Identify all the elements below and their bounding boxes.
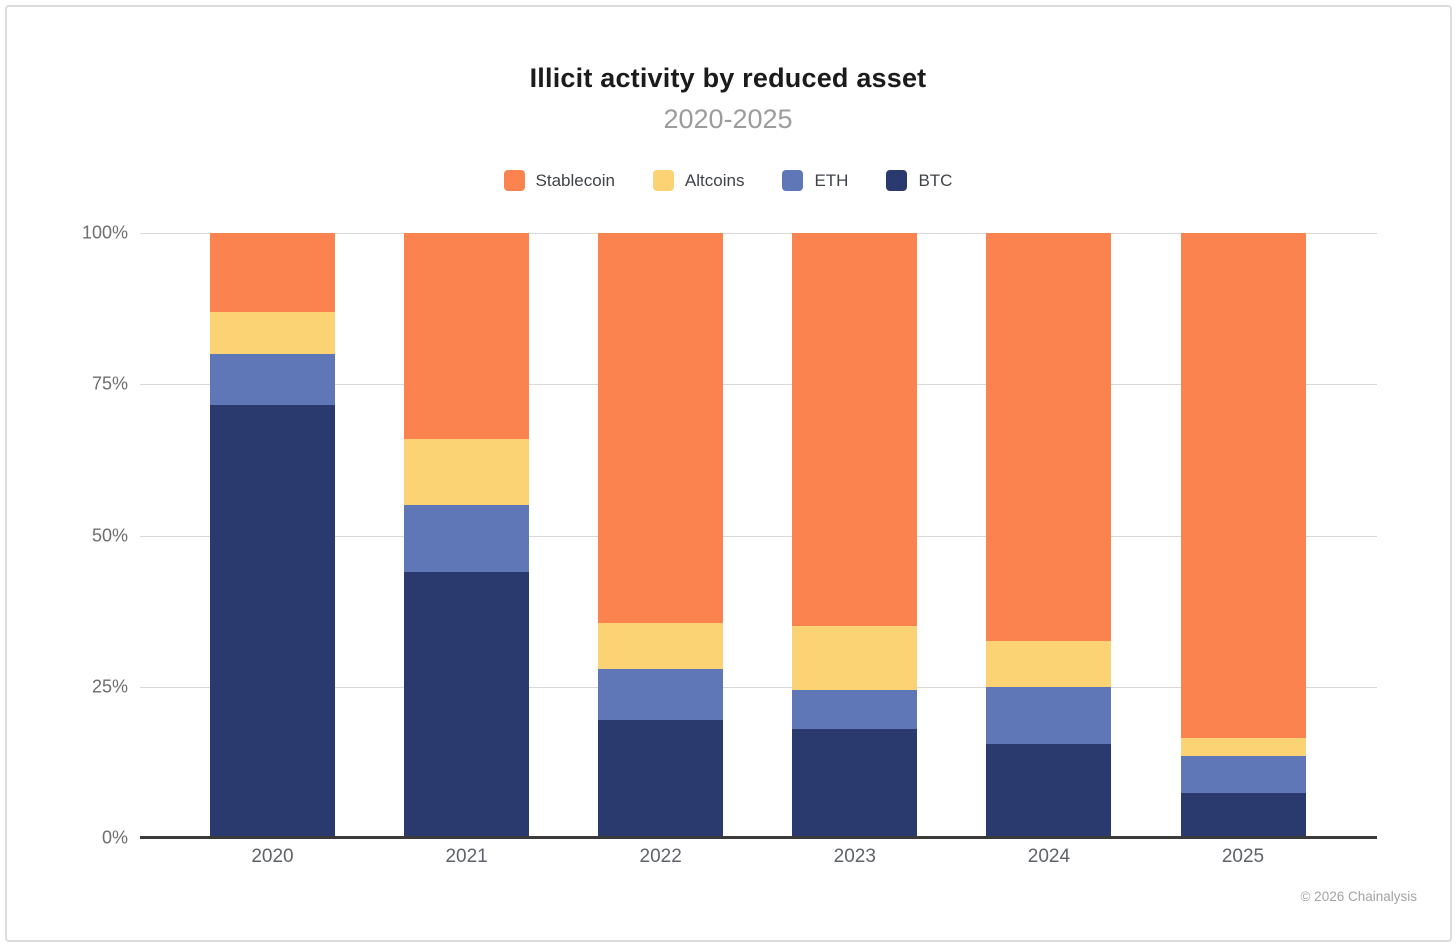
y-tick-75%: 75%	[91, 373, 128, 394]
segment-eth-2022[interactable]	[598, 668, 724, 721]
segment-stablecoin-2022[interactable]	[598, 233, 724, 624]
segment-btc-2024[interactable]	[986, 744, 1112, 838]
x-axis-line	[140, 836, 1377, 839]
plot-area: 0% 25% 50% 75% 100% 2020 2021 2022 2023 2024 2025	[82, 223, 1377, 867]
legend-label: Altcoins	[684, 170, 745, 190]
segment-altcoins-2022[interactable]	[598, 623, 724, 669]
segment-stablecoin-2020[interactable]	[210, 233, 335, 312]
legend-item-stablecoin[interactable]: Stablecoin	[503, 170, 615, 191]
chart-title: Illicit activity by reduced asset	[529, 63, 927, 93]
y-tick-0%: 0%	[101, 827, 128, 848]
legend-item-btc[interactable]: BTC	[886, 170, 952, 191]
segment-stablecoin-2024[interactable]	[986, 233, 1112, 642]
legend: Stablecoin Altcoins ETH BTC	[0, 170, 1456, 191]
segment-altcoins-2020[interactable]	[210, 311, 335, 355]
bar-2024[interactable]	[986, 233, 1112, 838]
y-tick-50%: 50%	[91, 525, 128, 545]
segment-stablecoin-2025[interactable]	[1180, 233, 1306, 739]
segment-eth-2021[interactable]	[404, 505, 530, 572]
segment-btc-2025[interactable]	[1180, 792, 1306, 838]
segment-altcoins-2023[interactable]	[792, 626, 918, 690]
legend-label: BTC	[918, 170, 953, 190]
segment-eth-2020[interactable]	[210, 354, 335, 406]
gridline-75	[140, 384, 1377, 386]
gridline-100	[140, 233, 1377, 234]
legend-label: Stablecoin	[535, 170, 615, 190]
segment-btc-2022[interactable]	[598, 720, 724, 838]
x-tick-2025: 2025	[1221, 846, 1265, 867]
btc-swatch-icon	[886, 170, 908, 191]
bar-2021[interactable]	[404, 233, 530, 838]
bar-2025[interactable]	[1180, 233, 1306, 838]
legend-item-eth[interactable]: ETH	[782, 170, 848, 191]
chart-subtitle: 2020-2025	[663, 104, 793, 134]
segment-stablecoin-2023[interactable]	[792, 233, 918, 627]
segment-eth-2024[interactable]	[986, 686, 1112, 745]
gridline-25	[140, 686, 1377, 688]
x-tick-2024: 2024	[1027, 846, 1071, 867]
bar-2020[interactable]	[210, 233, 335, 838]
segment-altcoins-2024[interactable]	[986, 641, 1112, 687]
legend-item-altcoins[interactable]: Altcoins	[652, 170, 745, 191]
x-tick-2022: 2022	[639, 846, 682, 867]
segment-eth-2023[interactable]	[792, 689, 918, 730]
y-tick-25%: 25%	[91, 676, 128, 697]
x-tick-2020: 2020	[251, 846, 294, 867]
altcoins-swatch-icon	[652, 170, 674, 191]
segment-btc-2023[interactable]	[792, 729, 918, 838]
gridline-50	[140, 535, 1377, 537]
segment-stablecoin-2021[interactable]	[404, 233, 530, 439]
bar-2023[interactable]	[792, 233, 918, 838]
x-tick-2021: 2021	[445, 846, 488, 867]
eth-swatch-icon	[782, 170, 804, 191]
x-tick-2023: 2023	[833, 846, 876, 867]
bar-2022[interactable]	[598, 233, 724, 838]
stablecoin-swatch-icon	[503, 170, 525, 191]
copyright-text: © 2026 Chainalysis	[1300, 889, 1417, 904]
y-tick-100%: 100%	[81, 222, 128, 243]
segment-altcoins-2021[interactable]	[404, 438, 530, 506]
legend-label: ETH	[814, 170, 849, 190]
segment-eth-2025[interactable]	[1180, 756, 1306, 793]
segment-btc-2020[interactable]	[210, 405, 335, 838]
segment-btc-2021[interactable]	[404, 571, 530, 838]
segment-altcoins-2025[interactable]	[1180, 738, 1306, 757]
